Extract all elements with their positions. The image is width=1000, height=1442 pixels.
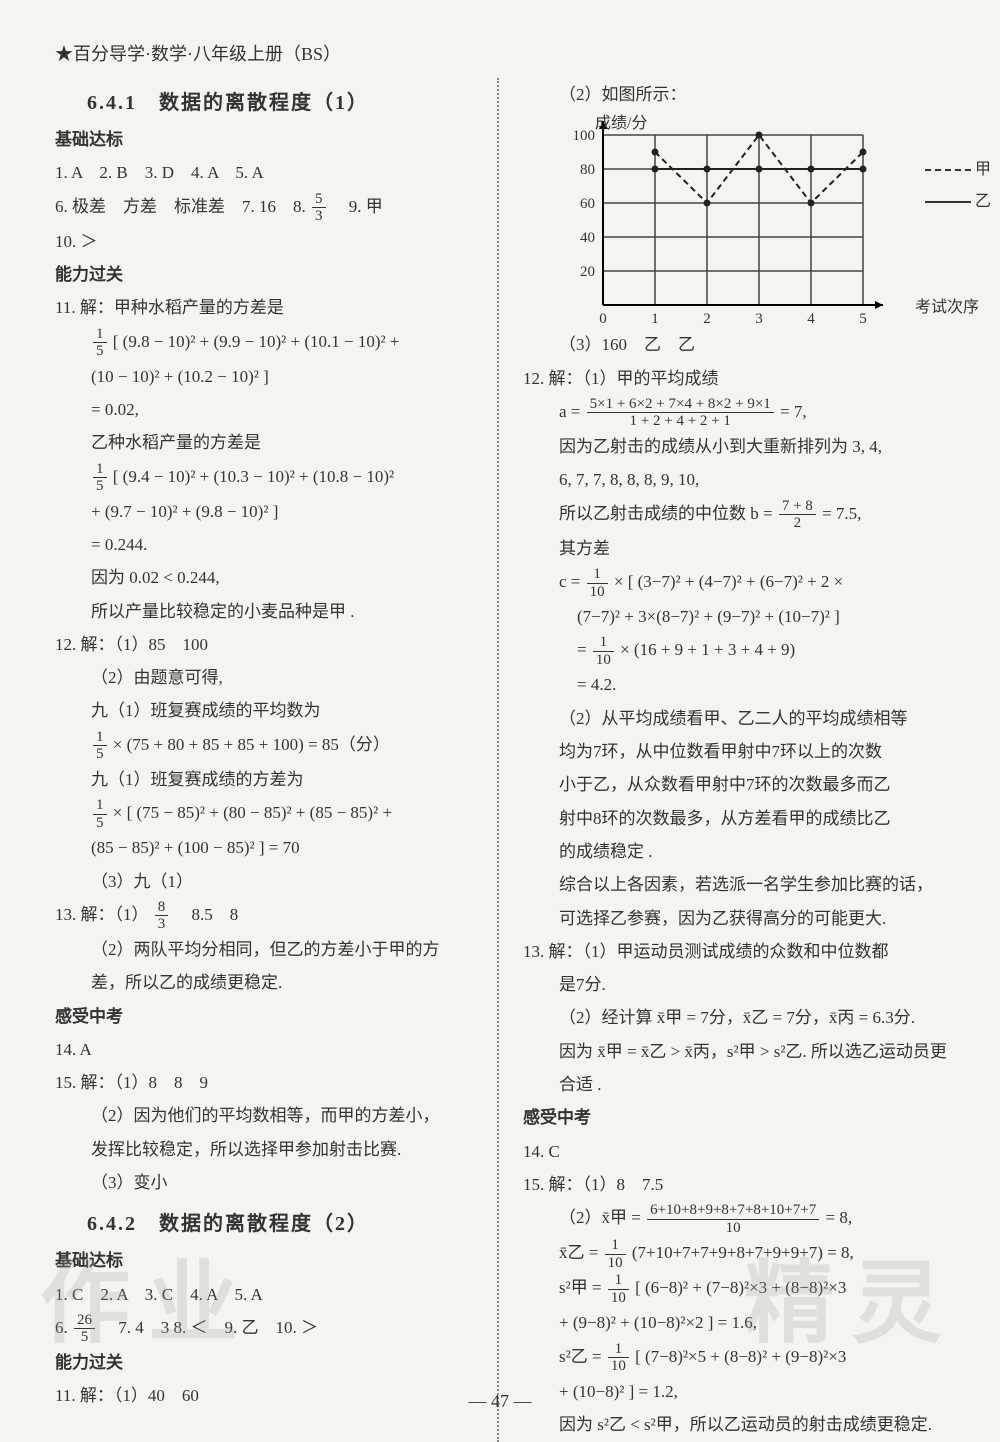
formula: + (9−8)² + (10−8)²×2 ] = 1.6, [523,1307,945,1339]
svg-text:80: 80 [580,162,595,178]
answer-line: 1. A 2. B 3. D 4. A 5. A [55,157,481,189]
svg-text:1: 1 [651,311,659,325]
text: 因为乙射击的成绩从小到大重新排列为 3, 4, [523,431,945,463]
chart-x-label: 考试次序 [915,293,979,323]
q12: 12. 解：（1）85 100 [55,629,481,661]
q11: 11. 解：甲种水稻产量的方差是 [55,292,481,324]
formula: (7−7)² + 3×(8−7)² + (9−7)² + (10−7)² ] [523,601,945,633]
formula: a = 5×1 + 6×2 + 7×4 + 8×2 + 9×11 + 2 + 4… [523,396,945,430]
text: （2）因为他们的平均数相等，而甲的方差小， [55,1100,481,1132]
formula: c = 110 × [ (3−7)² + (4−7)² + (6−7)² + 2… [523,566,945,600]
formula: 15 [ (9.4 − 10)² + (10.3 − 10)² + (10.8 … [55,461,481,495]
legend-yi: 乙 [925,187,991,218]
formula: （2）x̄甲 = 6+10+8+9+8+7+8+10+7+710 = 8, [523,1202,945,1236]
q12r: 12. 解：（1）甲的平均成绩 [523,363,945,395]
text: 6, 7, 7, 8, 8, 8, 9, 10, [523,464,945,496]
formula: (85 − 85)² + (100 − 85)² ] = 70 [55,832,481,864]
formula: s²甲 = 110 [ (6−8)² + (7−8)²×3 + (8−8)²×3 [523,1272,945,1306]
formula: 15 × [ (75 − 85)² + (80 − 85)² + (85 − 8… [55,797,481,831]
formula: 所以乙射击成绩的中位数 b = 7 + 82 = 7.5, [523,498,945,532]
text: 九（1）班复赛成绩的方差为 [55,764,481,796]
left-column: 6.4.1 数据的离散程度（1） 基础达标 1. A 2. B 3. D 4. … [55,78,491,1442]
answer-line: 6. 极差 方差 标准差 7. 16 8. 53 9. 甲 [55,191,481,225]
heading-nengli: 能力过关 [55,1347,481,1379]
text: （2）从平均成绩看甲、乙二人的平均成绩相等 [523,703,945,735]
column-divider [497,78,499,1442]
heading-jichu: 基础达标 [55,1245,481,1277]
q13r: 13. 解：（1）甲运动员测试成绩的众数和中位数都 [523,936,945,968]
text: 因为 x̄甲 = x̄乙 > x̄丙，s²甲 > s²乙. 所以选乙运动员更 [523,1036,945,1068]
text: 9. 甲 [332,197,383,216]
text: 其方差 [523,533,945,565]
svg-text:4: 4 [807,311,815,325]
main-content: 6.4.1 数据的离散程度（1） 基础达标 1. A 2. B 3. D 4. … [55,78,945,1442]
svg-text:2: 2 [703,311,711,325]
q15r: 15. 解：（1）8 7.5 [523,1169,945,1201]
svg-text:100: 100 [573,128,596,144]
text: 均为7环，从中位数看甲射中7环以上的次数 [523,736,945,768]
formula: 15 [ (9.8 − 10)² + (9.9 − 10)² + (10.1 −… [55,326,481,360]
svg-text:5: 5 [859,311,867,325]
page-number: — 47 — [0,1391,1000,1412]
text: （2）如图所示： [523,79,945,111]
text: （2）由题意可得, [55,662,481,694]
heading-ganshou: 感受中考 [523,1102,945,1134]
heading-ganshou: 感受中考 [55,1001,481,1033]
text: 所以产量比较稳定的小麦品种是甲 . [55,596,481,628]
svg-text:40: 40 [580,230,595,246]
svg-text:60: 60 [580,196,595,212]
answer-line: 6. 265 7. 4 3 8. ＜ 9. 乙 10. ＞ [55,1312,481,1346]
line-chart: 成绩/分 20406080100012345 考试次序 甲 乙 [563,115,943,325]
text: （2）两队平均分相同，但乙的方差小于甲的方 [55,934,481,966]
text: 可选择乙参赛，因为乙获得高分的可能更大. [523,903,945,935]
formula: = 4.2. [523,669,945,701]
formula: x̄乙 = 110 (7+10+7+7+9+8+7+9+9+7) = 8, [523,1237,945,1271]
formula: 15 × (75 + 80 + 85 + 85 + 100) = 85（分） [55,729,481,763]
text: 九（1）班复赛成绩的平均数为 [55,695,481,727]
text: 的成绩稳定 . [523,836,945,868]
answer-line: 1. C 2. A 3. C 4. A 5. A [55,1279,481,1311]
text: （3）160 乙 乙 [523,329,945,361]
chart-svg: 20 40 60 80 100 0 1 2 3 4 5 [563,115,943,325]
right-column: （2）如图所示： 成绩/分 20406080100012345 考试次序 甲 乙… [505,78,945,1442]
text: 合适 . [523,1069,945,1101]
svg-text:20: 20 [580,264,595,280]
text: 发挥比较稳定，所以选择甲参加射击比赛. [55,1134,481,1166]
text: 差，所以乙的成绩更稳定. [55,967,481,999]
q14: 14. A [55,1034,481,1066]
legend-jia: 甲 [925,155,991,186]
heading-nengli: 能力过关 [55,259,481,291]
formula: = 110 × (16 + 9 + 1 + 3 + 4 + 9) [523,634,945,668]
fraction: 53 [312,191,326,225]
text: （3）变小 [55,1167,481,1199]
formula: + (9.7 − 10)² + (9.8 − 10)² ] [55,496,481,528]
text: 乙种水稻产量的方差是 [55,427,481,459]
answer-line: 10. ＞ [55,226,481,258]
page-header: ★百分导学·数学·八年级上册（BS） [55,40,945,66]
formula: = 0.244. [55,529,481,561]
text: 因为 0.02 < 0.244, [55,562,481,594]
text: 6. 极差 方差 标准差 7. 16 8. [55,197,310,216]
section-641-title: 6.4.1 数据的离散程度（1） [87,84,481,122]
text: 小于乙，从众数看甲射中7环的次数最多而乙 [523,769,945,801]
svg-text:3: 3 [755,311,763,325]
svg-text:0: 0 [599,311,607,325]
text: （2）经计算 x̄甲 = 7分，x̄乙 = 7分，x̄丙 = 6.3分. [523,1002,945,1034]
q15: 15. 解：（1）8 8 9 [55,1067,481,1099]
q13: 13. 解：（1） 83 8.5 8 [55,899,481,933]
text: （3）九（1） [55,866,481,898]
q14r: 14. C [523,1136,945,1168]
formula: = 0.02, [55,394,481,426]
formula: (10 − 10)² + (10.2 − 10)² ] [55,361,481,393]
text: 是7分. [523,969,945,1001]
section-642-title: 6.4.2 数据的离散程度（2） [87,1205,481,1243]
heading-jichu: 基础达标 [55,124,481,156]
text: 因为 s²乙 < s²甲，所以乙运动员的射击成绩更稳定. [523,1409,945,1441]
text: 综合以上各因素，若选派一名学生参加比赛的话， [523,869,945,901]
formula: s²乙 = 110 [ (7−8)²×5 + (8−8)² + (9−8)²×3 [523,1341,945,1375]
chart-y-label: 成绩/分 [595,109,647,139]
text: 射中8环的次数最多，从方差看甲的成绩比乙 [523,803,945,835]
